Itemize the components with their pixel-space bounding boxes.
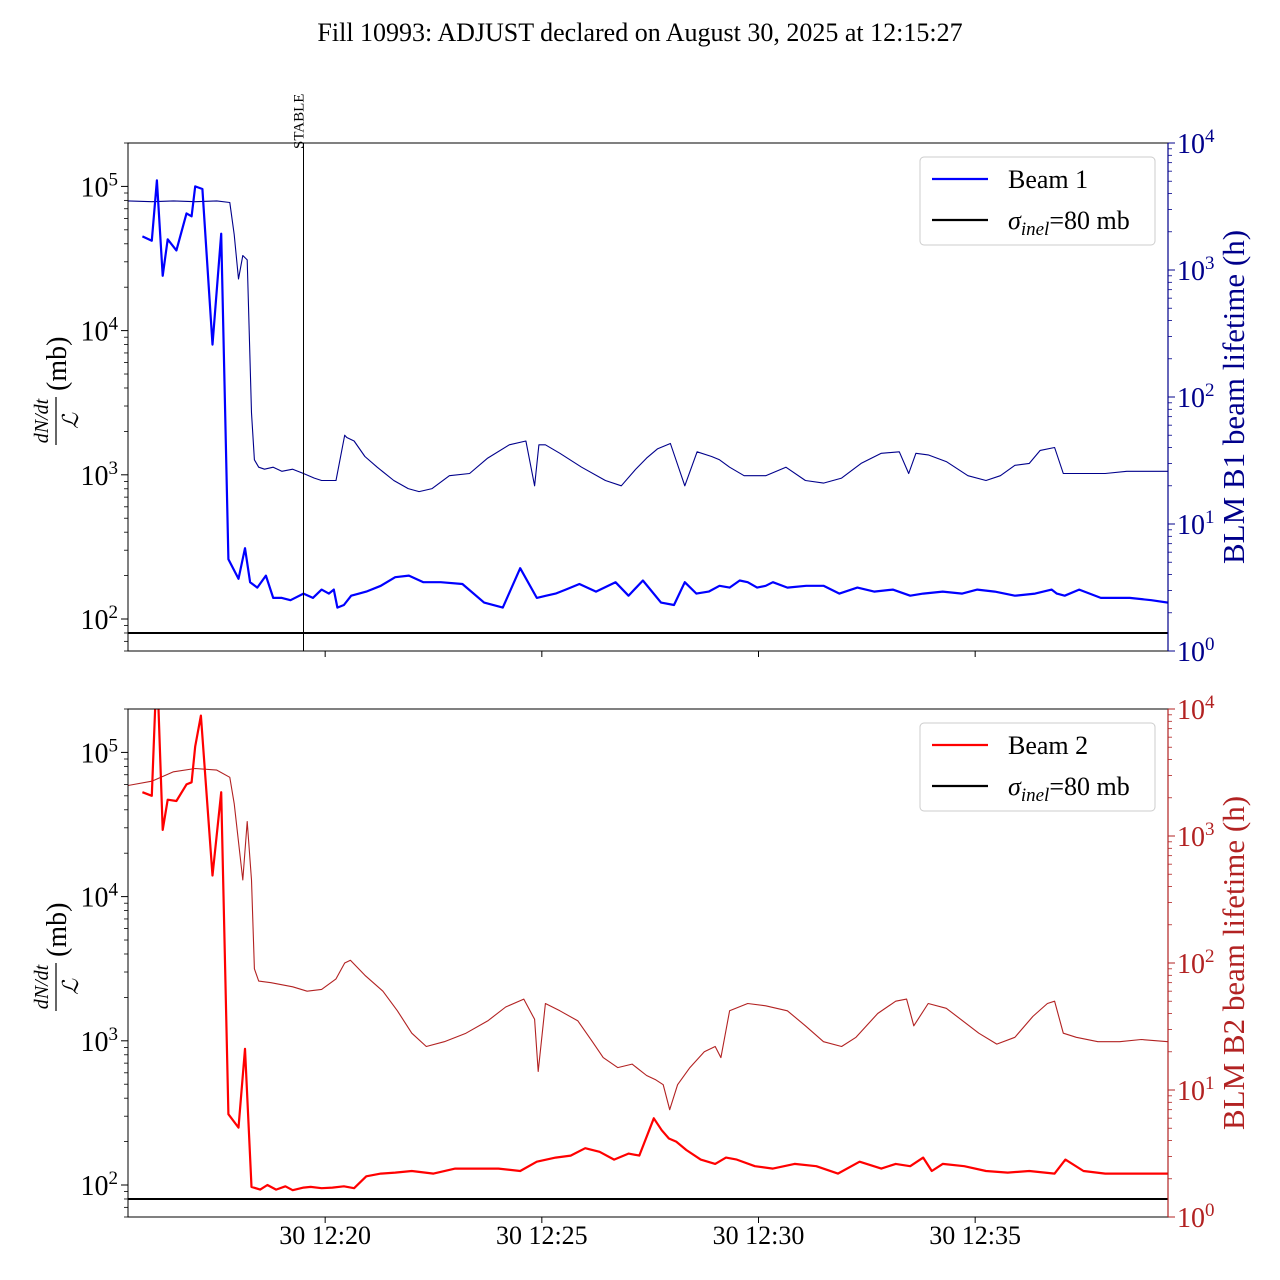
series-line-beam-1 <box>141 179 1168 609</box>
right-tick-label: 103 <box>1177 253 1215 287</box>
left-tick-label: 104 <box>81 314 119 348</box>
right-tick-label: 104 <box>1177 692 1215 726</box>
left-tick-label: 102 <box>81 602 119 636</box>
page-title: Fill 10993: ADJUST declared on August 30… <box>317 18 963 47</box>
right-tick-label: 101 <box>1177 507 1215 541</box>
right-axis-label: BLM B2 beam lifetime (h) <box>1216 796 1251 1130</box>
right-tick-label: 100 <box>1177 1200 1215 1234</box>
left-tick-label: 104 <box>81 880 119 914</box>
series-line-blm-b2-beam-lifetime <box>128 767 1168 1111</box>
plot-area <box>128 179 1168 609</box>
legend-label: Beam 2 <box>1008 731 1088 760</box>
left-axis-label: dN/dt ℒ (mb) <box>31 903 83 1011</box>
right-tick-label: 103 <box>1177 819 1215 853</box>
left-tick-label: 105 <box>81 169 119 203</box>
ylabel-unit: (mb) <box>42 903 73 957</box>
left-tick-label: 103 <box>81 458 119 492</box>
stable-marker-label: STABLE <box>292 94 308 149</box>
ylabel-numerator: dN/dt <box>31 398 53 443</box>
ylabel-denominator: ℒ <box>58 412 83 429</box>
x-tick-label: 30 12:20 <box>279 1221 371 1250</box>
chart-panel-bottom: 102 103 104 105 100 101 102 103 104 30 12:20 30 12… <box>31 692 1251 1250</box>
legend-label: σinel=80 mb <box>1008 772 1130 806</box>
series-line-beam-2 <box>142 709 1168 1192</box>
right-axis-label: BLM B1 beam lifetime (h) <box>1216 230 1251 564</box>
series-line-blm-b1-beam-lifetime <box>128 200 1168 493</box>
ylabel-numerator: dN/dt <box>31 964 53 1009</box>
right-tick-label: 100 <box>1177 634 1215 668</box>
right-tick-label: 102 <box>1177 380 1215 414</box>
right-tick-label: 104 <box>1177 126 1215 160</box>
ylabel-denominator: ℒ <box>58 978 83 995</box>
left-tick-label: 105 <box>81 735 119 769</box>
legend-label: σinel=80 mb <box>1008 206 1130 240</box>
x-tick-label: 30 12:25 <box>496 1221 588 1250</box>
x-tick-label: 30 12:35 <box>929 1221 1021 1250</box>
left-axis-label: dN/dt ℒ (mb) <box>31 337 83 445</box>
right-tick-label: 102 <box>1177 946 1215 980</box>
chart-panel-top: 102 103 104 105 100 101 102 103 104 STABLE dN/dt ℒ (… <box>31 94 1251 668</box>
plot-area <box>128 709 1168 1192</box>
left-tick-label: 102 <box>81 1168 119 1202</box>
legend-label: Beam 1 <box>1008 165 1088 194</box>
right-tick-label: 101 <box>1177 1073 1215 1107</box>
left-tick-label: 103 <box>81 1024 119 1058</box>
ylabel-unit: (mb) <box>42 337 73 391</box>
x-tick-label: 30 12:30 <box>713 1221 805 1250</box>
